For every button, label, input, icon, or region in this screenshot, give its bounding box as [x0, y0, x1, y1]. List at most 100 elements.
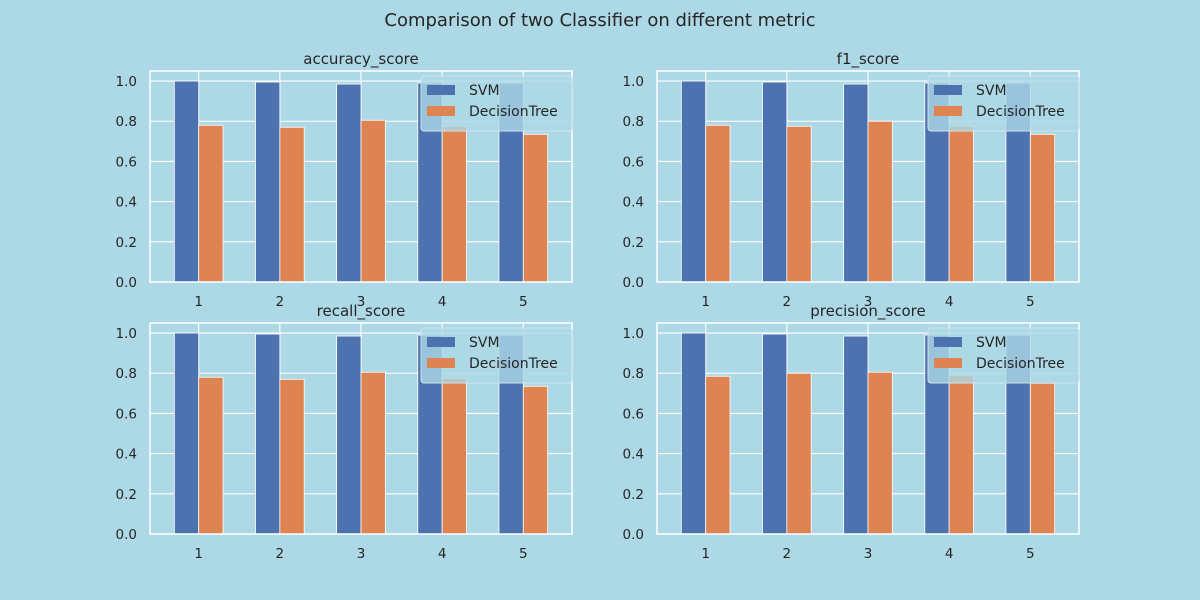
- subplot-1-legend-label-decisiontree: DecisionTree: [469, 104, 558, 120]
- subplot-1-axes-frame: [149, 70, 573, 283]
- subplot-3-xtick-label: 3: [357, 546, 366, 562]
- subplot-1-ytick-label: 0.2: [116, 235, 137, 251]
- subplot-2-bar-svm-3: [843, 83, 869, 283]
- subplot-4-xtick-label: 5: [1026, 546, 1035, 562]
- subplot-2-xtick-label: 3: [864, 294, 873, 310]
- subplot-2-legend-label-svm: SVM: [976, 83, 1007, 99]
- subplot-4-legend-label-svm: SVM: [976, 335, 1007, 351]
- subplot-1-legend-box: [420, 75, 573, 132]
- subplot-2-legend: SVM DecisionTree: [927, 75, 1080, 132]
- subplot-4-xtick-label: 1: [701, 546, 710, 562]
- subplot-2: 0.0 0.2 0.4 0.6 0.8 1.0 1 2 3 4 5 f1_score SVM Decisi…: [623, 50, 1080, 310]
- subplot-4-bar-svm-1: [680, 332, 707, 535]
- subplot-3: 0.0 0.2 0.4 0.6 0.8 1.0 1 2 3 4 5 recall_score SVM De…: [116, 302, 573, 562]
- subplot-2-legend-label-decisiontree: DecisionTree: [976, 104, 1065, 120]
- subplot-1-bar-svm-1: [173, 80, 200, 283]
- subplot-2-xtick-label: 1: [701, 294, 710, 310]
- subplot-2-title: f1_score: [837, 50, 900, 69]
- subplot-4-ytick-label: 0.0: [623, 527, 644, 543]
- subplot-1-bar-decisiontree-5: [522, 133, 549, 283]
- subplot-1-legend: SVM DecisionTree: [420, 75, 573, 132]
- subplot-1-bar-decisiontree-1: [198, 124, 224, 283]
- subplot-3-legend-label-svm: SVM: [469, 335, 500, 351]
- subplot-1-bar-svm-2: [255, 81, 281, 283]
- subplot-3-title: recall_score: [317, 302, 406, 321]
- subplot-1-ytick-label: 1.0: [116, 74, 137, 90]
- subplot-3-legend-label-decisiontree: DecisionTree: [469, 356, 558, 372]
- subplot-4: 0.00.20.40.60.81.01 2 3 4 5precision_scoreSV…: [623, 302, 1080, 562]
- subplot-1-xtick-label: 1: [194, 294, 203, 310]
- subplot-1-ytick-label: 0.8: [116, 114, 137, 130]
- subplot-3-legend-swatch-svm: [427, 337, 455, 347]
- subplot-3-axes-frame: [149, 322, 573, 535]
- subplot-4-title: precision_score: [810, 302, 925, 321]
- subplot-1-bar-decisiontree-3: [360, 119, 386, 283]
- subplot-4-ytick-label: 0.8: [623, 366, 644, 382]
- subplot-4-legend: SVM DecisionTree: [927, 327, 1080, 384]
- subplot-4-ytick-label: 0.4: [623, 447, 644, 463]
- subplot-3-xtick-label: 2: [276, 546, 285, 562]
- subplot-1-ytick-label: 0.4: [116, 195, 137, 211]
- subplot-4-xtick-label: 4: [945, 546, 954, 562]
- subplot-1-legend-label-svm: SVM: [469, 83, 500, 99]
- subplot-2-bar-decisiontree-4: [948, 125, 974, 283]
- subplot-3-bar-decisiontree-4: [441, 377, 467, 535]
- subplot-4-xtick-label: 2: [783, 546, 792, 562]
- subplot-2-legend-box: [927, 75, 1080, 132]
- subplot-4-bar-svm-3: [843, 335, 869, 535]
- subplot-4-legend-swatch-decisiontree: [934, 358, 962, 368]
- subplot-4-bar-decisiontree-4: [948, 374, 974, 535]
- subplot-2-bar-svm-2: [762, 81, 788, 283]
- subplot-4-axes-frame: [656, 322, 1080, 535]
- subplot-4-ytick-label: 1.0: [623, 326, 644, 342]
- subplot-3-ytick-label: 0.2: [116, 487, 137, 503]
- subplot-2-bar-decisiontree-3: [867, 120, 893, 283]
- subplot-1-xtick-label: 5: [519, 294, 528, 310]
- subplot-3-xtick-label: 4: [438, 546, 447, 562]
- subplot-3-ytick-label: 0.6: [116, 406, 137, 422]
- subplot-3-bar-svm-2: [255, 333, 281, 535]
- subplot-3-bar-svm-1: [173, 332, 200, 535]
- subplot-1: 0.00.20.40.60.81.01 2 3 4 5accuracy_scoreSVM…: [116, 50, 573, 310]
- subplot-3-xtick-label: 1: [194, 546, 203, 562]
- subplot-2-xtick-label: 5: [1026, 294, 1035, 310]
- subplot-2-ytick-label: 1.0: [623, 74, 644, 90]
- subplot-2-legend-swatch-decisiontree: [934, 106, 962, 116]
- subplot-1-xtick-label: 3: [357, 294, 366, 310]
- subplot-1-bar-svm-3: [336, 83, 362, 283]
- subplot-4-bar-decisiontree-1: [705, 375, 731, 535]
- subplot-2-ytick-label: 0.4: [623, 195, 644, 211]
- subplot-4-ytick-label: 0.2: [623, 487, 644, 503]
- subplot-3-bar-svm-3: [336, 335, 362, 535]
- subplot-2-ytick-label: 0.8: [623, 114, 644, 130]
- subplot-3-legend-swatch-decisiontree: [427, 358, 455, 368]
- subplot-2-bar-svm-1: [680, 80, 707, 283]
- subplot-2-ytick-label: 0.0: [623, 275, 644, 291]
- subplot-2-xtick-label: 2: [783, 294, 792, 310]
- subplot-2-axes-frame: [656, 70, 1080, 283]
- subplot-3-bar-decisiontree-1: [198, 376, 224, 535]
- subplot-3-bar-decisiontree-3: [360, 371, 386, 535]
- subplot-1-legend-swatch-svm: [427, 85, 455, 95]
- subplot-2-bar-decisiontree-1: [705, 124, 731, 283]
- subplot-4-bar-decisiontree-5: [1029, 382, 1056, 535]
- subplot-4-ytick-label: 0.6: [623, 406, 644, 422]
- subplot-2-ytick-label: 0.2: [623, 235, 644, 251]
- subplot-2-bar-decisiontree-2: [786, 125, 812, 283]
- subplot-1-ytick-label: 0.0: [116, 275, 137, 291]
- subplot-2-legend-swatch-svm: [934, 85, 962, 95]
- subplot-1-xtick-label: 2: [276, 294, 285, 310]
- subplot-1-bar-decisiontree-2: [279, 126, 305, 283]
- subplot-4-legend-box: [927, 327, 1080, 384]
- subplot-3-ytick-label: 0.4: [116, 447, 137, 463]
- subplot-3-ytick-label: 1.0: [116, 326, 137, 342]
- subplot-3-ytick-label: 0.0: [116, 527, 137, 543]
- subplot-3-bar-decisiontree-2: [279, 378, 305, 535]
- subplot-4-bar-decisiontree-2: [786, 372, 812, 535]
- subplot-3-legend: SVM DecisionTree: [420, 327, 573, 384]
- subplot-1-title: accuracy_score: [303, 50, 418, 69]
- subplot-1-bar-decisiontree-4: [441, 125, 467, 283]
- subplot-3-xtick-label: 5: [519, 546, 528, 562]
- subplot-4-legend-swatch-svm: [934, 337, 962, 347]
- subplot-2-ytick-label: 0.6: [623, 154, 644, 170]
